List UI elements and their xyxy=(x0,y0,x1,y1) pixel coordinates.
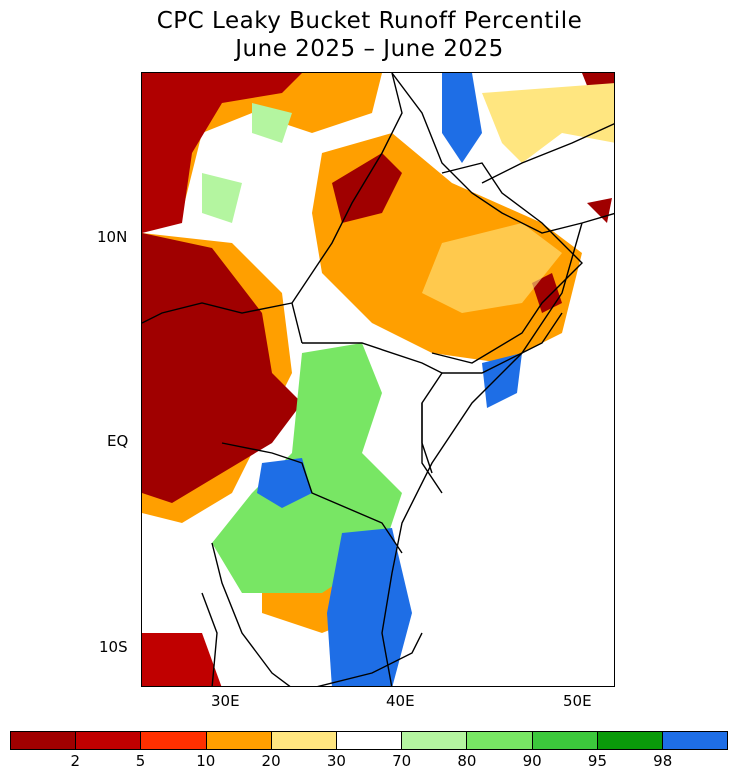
lake-victoria-blue xyxy=(257,458,312,508)
ne-red-b xyxy=(587,198,612,223)
legend-swatch xyxy=(336,732,403,749)
ethiopia-red-a xyxy=(332,153,402,223)
legend-label: 70 xyxy=(392,752,412,770)
arabia-orange xyxy=(482,83,614,163)
lon-label-50e: 50E xyxy=(563,692,592,710)
legend-label: 90 xyxy=(522,752,542,770)
lat-label-10n: 10N xyxy=(97,228,128,246)
east-africa-green xyxy=(212,343,402,593)
legend-label: 98 xyxy=(653,752,673,770)
lat-label-eq: EQ xyxy=(107,432,129,450)
legend-label: 80 xyxy=(457,752,477,770)
runoff-map xyxy=(142,73,614,686)
legend-swatch xyxy=(11,732,77,749)
legend-swatch xyxy=(206,732,272,749)
legend-swatch xyxy=(597,732,663,749)
legend-swatch xyxy=(662,732,728,749)
legend-label: 95 xyxy=(587,752,607,770)
color-legend-bar xyxy=(10,731,728,750)
west-red xyxy=(142,233,302,503)
legend-swatch xyxy=(141,732,207,749)
dry-regions xyxy=(142,73,614,686)
country-borders xyxy=(142,73,583,686)
legend-label: 10 xyxy=(196,752,216,770)
north-green xyxy=(252,103,292,143)
legend-label: 2 xyxy=(70,752,81,770)
south-red xyxy=(142,633,222,686)
coastline xyxy=(381,73,614,686)
somalia-yellow xyxy=(422,223,562,313)
lat-label-10s: 10S xyxy=(99,638,128,656)
map-plot-area xyxy=(141,72,615,687)
legend-swatch xyxy=(76,732,142,749)
lon-label-40e: 40E xyxy=(386,692,415,710)
legend-swatch xyxy=(402,732,468,749)
legend-label: 30 xyxy=(326,752,346,770)
legend-label: 5 xyxy=(135,752,146,770)
legend-label: 20 xyxy=(261,752,281,770)
legend-swatch xyxy=(532,732,598,749)
somalia-blue xyxy=(482,353,522,408)
west-green xyxy=(202,173,242,223)
north-red xyxy=(142,73,302,233)
legend-swatch xyxy=(467,732,533,749)
legend-swatch xyxy=(271,732,337,749)
lon-label-30e: 30E xyxy=(211,692,240,710)
tanzania-blue xyxy=(327,528,412,686)
map-title-line1: CPC Leaky Bucket Runoff Percentile xyxy=(156,8,583,34)
map-title-line2: June 2025 – June 2025 xyxy=(235,36,504,62)
wet-regions xyxy=(202,73,522,686)
red-sea-blue xyxy=(442,73,482,163)
